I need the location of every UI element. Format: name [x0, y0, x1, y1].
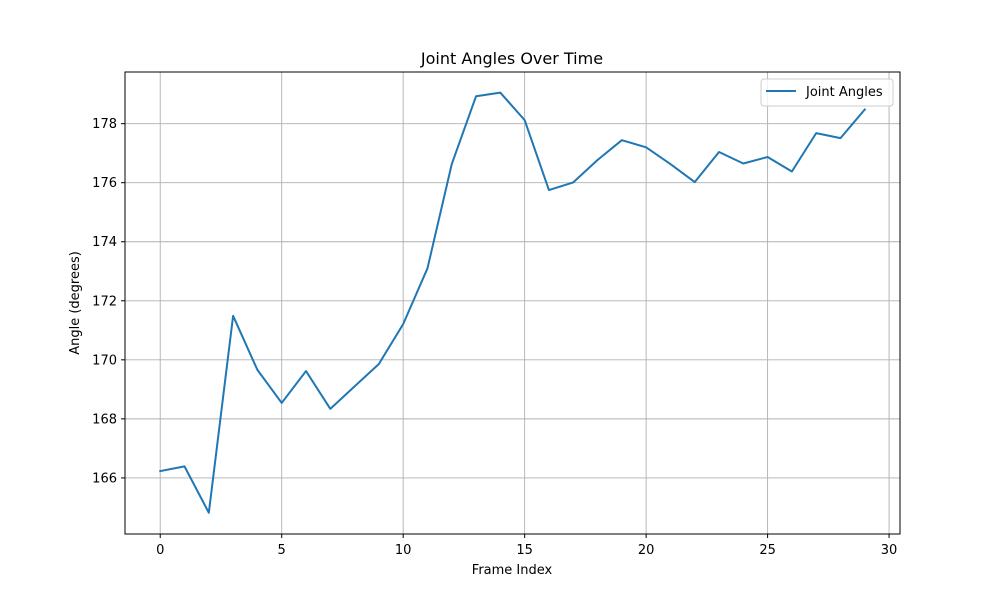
x-tick-label: 10: [395, 543, 412, 558]
series-line-joint-angles: [159, 91, 867, 514]
x-tick-label: 25: [759, 543, 776, 558]
legend-box: [760, 78, 894, 107]
y-tick-label: 176: [92, 176, 117, 191]
plot-area-frame: [124, 71, 901, 535]
chart-title: Joint Angles Over Time: [420, 49, 603, 68]
y-axis-label: Angle (degrees): [68, 251, 83, 355]
x-tick-label: 30: [881, 543, 898, 558]
series-layer: [159, 91, 867, 514]
y-tick-label: 168: [92, 412, 117, 427]
x-tick-label: 20: [638, 543, 655, 558]
legend: Joint Angles: [760, 78, 894, 107]
y-tick-label: 172: [92, 294, 117, 309]
y-tick-label: 166: [92, 471, 117, 486]
grid-layer: [125, 72, 900, 534]
y-tick-label: 170: [92, 353, 117, 368]
x-tick-label: 0: [156, 543, 164, 558]
x-tick-label: 15: [516, 543, 533, 558]
x-tick-label: 5: [278, 543, 286, 558]
y-tick-label: 178: [92, 117, 117, 132]
y-tick-label: 174: [92, 235, 117, 250]
legend-label: Joint Angles: [805, 85, 883, 100]
x-axis: 0 5 10 15 20 25 30: [156, 534, 897, 558]
x-axis-label: Frame Index: [472, 563, 553, 578]
y-axis: 166 168 170 172 174 176 178: [92, 117, 125, 486]
